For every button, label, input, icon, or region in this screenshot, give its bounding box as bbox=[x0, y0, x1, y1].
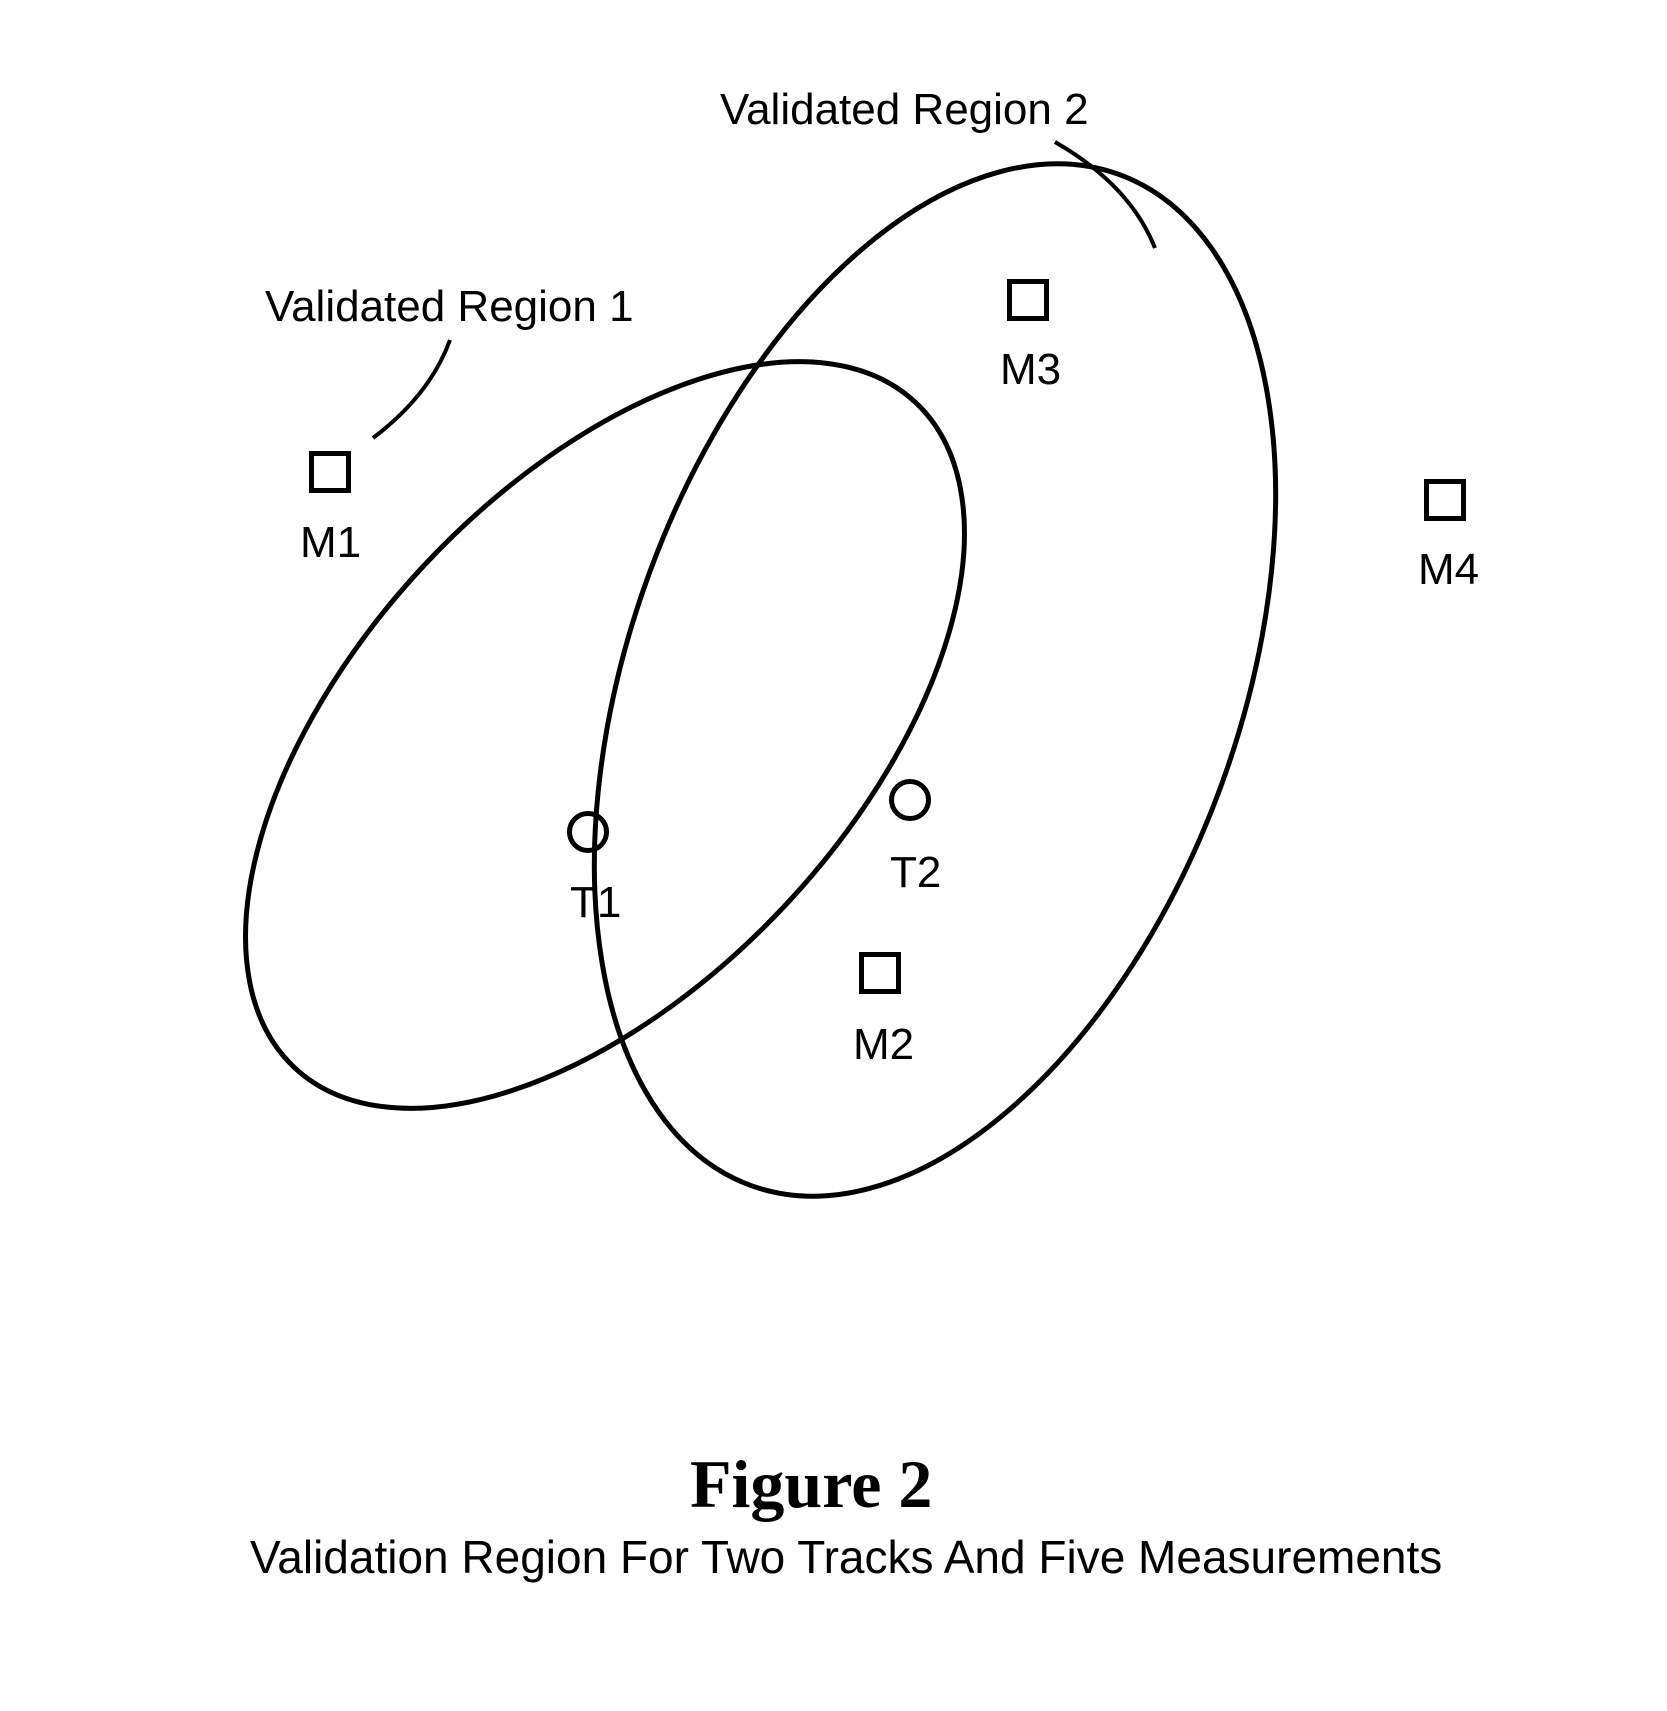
measurement-m4-label: M4 bbox=[1418, 545, 1479, 595]
track-t2-icon bbox=[889, 779, 931, 821]
region-1-label: Validated Region 1 bbox=[265, 282, 634, 332]
measurement-m4-icon bbox=[1424, 479, 1466, 521]
validated-region-2 bbox=[464, 70, 1405, 1290]
region-2-label: Validated Region 2 bbox=[720, 85, 1089, 135]
measurement-m2-icon bbox=[859, 952, 901, 994]
track-t1-icon bbox=[567, 811, 609, 853]
callout-line-region-2 bbox=[1055, 142, 1155, 248]
measurement-m1-label: M1 bbox=[300, 518, 361, 568]
measurement-m2-label: M2 bbox=[853, 1020, 914, 1070]
measurement-m3-label: M3 bbox=[1000, 345, 1061, 395]
callout-line-region-1 bbox=[373, 340, 450, 438]
track-t1-label: T1 bbox=[570, 878, 621, 928]
measurement-m1-icon bbox=[309, 451, 351, 493]
measurement-m3-icon bbox=[1007, 279, 1049, 321]
track-t2-label: T2 bbox=[890, 848, 941, 898]
diagram-container: Validated Region 1 Validated Region 2 M1… bbox=[0, 0, 1667, 1711]
validated-region-1 bbox=[113, 233, 1096, 1237]
figure-title: Figure 2 bbox=[690, 1445, 932, 1524]
figure-subtitle: Validation Region For Two Tracks And Fiv… bbox=[250, 1530, 1442, 1584]
